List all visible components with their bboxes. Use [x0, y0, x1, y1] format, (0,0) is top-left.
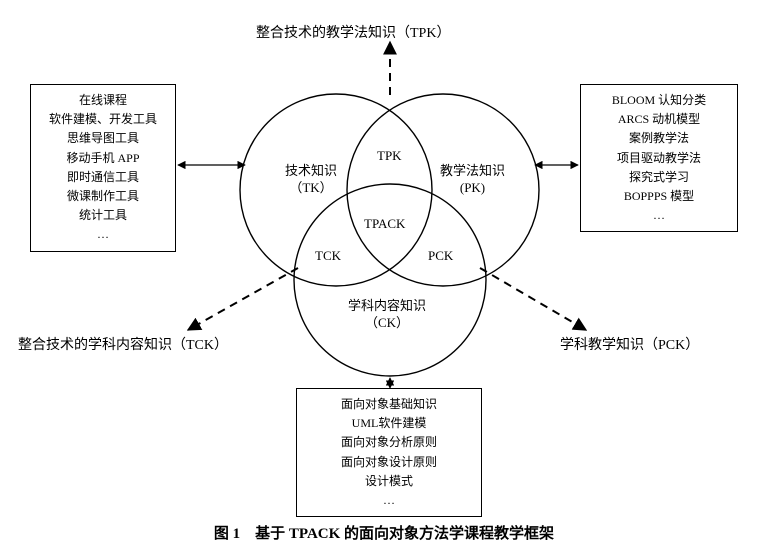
figure-caption: 图 1 基于 TPACK 的面向对象方法学课程教学框架 — [0, 522, 768, 543]
diagram-canvas: 整合技术的教学法知识（TPK） 整合技术的学科内容知识（TCK） 学科教学知识（… — [0, 0, 768, 551]
outer-label-tpk: 整合技术的教学法知识（TPK） — [256, 22, 450, 42]
list-item: … — [305, 491, 473, 510]
list-item: 统计工具 — [39, 206, 167, 225]
list-item: … — [39, 225, 167, 244]
list-item: 移动手机 APP — [39, 149, 167, 168]
list-item: 微课制作工具 — [39, 187, 167, 206]
box-ck: 面向对象基础知识 UML软件建模 面向对象分析原则 面向对象设计原则 设计模式 … — [296, 388, 482, 517]
venn-label-pck-inner: PCK — [428, 248, 453, 265]
venn-label-tk: 技术知识（TK） — [285, 163, 337, 197]
list-item: 设计模式 — [305, 472, 473, 491]
list-item: 面向对象分析原则 — [305, 433, 473, 452]
list-item: 项目驱动教学法 — [589, 149, 729, 168]
list-item: BOPPPS 模型 — [589, 187, 729, 206]
venn-label-pk: 教学法知识(PK) — [440, 163, 505, 197]
venn-label-tpack: TPACK — [364, 216, 405, 233]
box-pk: BLOOM 认知分类 ARCS 动机模型 案例教学法 项目驱动教学法 探究式学习… — [580, 84, 738, 232]
list-item: BLOOM 认知分类 — [589, 91, 729, 110]
list-item: 即时通信工具 — [39, 168, 167, 187]
box-tk: 在线课程 软件建模、开发工具 思维导图工具 移动手机 APP 即时通信工具 微课… — [30, 84, 176, 252]
venn-label-ck: 学科内容知识（CK） — [348, 298, 426, 332]
venn-label-tck-inner: TCK — [315, 248, 341, 265]
arrow-pck — [480, 268, 586, 330]
list-item: 在线课程 — [39, 91, 167, 110]
outer-label-pck: 学科教学知识（PCK） — [560, 334, 699, 354]
list-item: … — [589, 206, 729, 225]
circle-ck — [294, 184, 486, 376]
list-item: 探究式学习 — [589, 168, 729, 187]
arrow-tck — [188, 268, 298, 330]
list-item: ARCS 动机模型 — [589, 110, 729, 129]
list-item: 案例教学法 — [589, 129, 729, 148]
list-item: 思维导图工具 — [39, 129, 167, 148]
list-item: 软件建模、开发工具 — [39, 110, 167, 129]
list-item: 面向对象基础知识 — [305, 395, 473, 414]
list-item: 面向对象设计原则 — [305, 453, 473, 472]
outer-label-tck: 整合技术的学科内容知识（TCK） — [18, 334, 228, 354]
list-item: UML软件建模 — [305, 414, 473, 433]
venn-label-tpk-inner: TPK — [377, 148, 402, 165]
